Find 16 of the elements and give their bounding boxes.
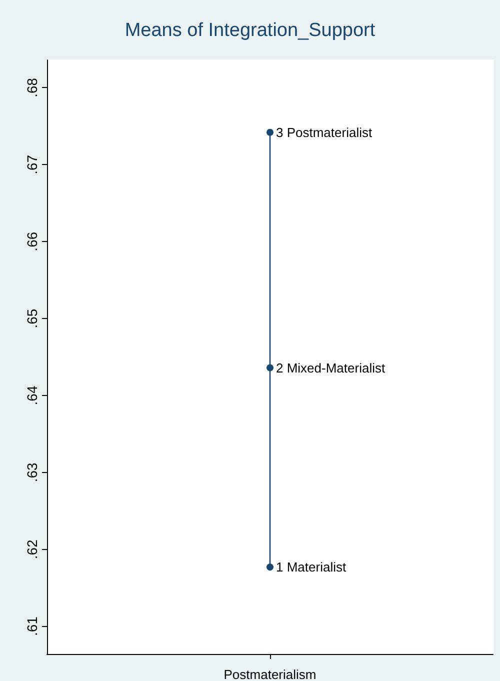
y-tick-label: .62: [24, 539, 40, 560]
y-tick-label: .64: [24, 386, 40, 406]
annotation: 1 Materialist: [276, 560, 346, 575]
point: [266, 364, 274, 372]
x-tick-label: Postmaterialism: [224, 667, 316, 681]
y-tick-label: .61: [24, 616, 40, 636]
y-tick-label: .67: [24, 154, 40, 174]
point: [266, 564, 274, 571]
y-tick-label: .63: [24, 462, 40, 482]
annotation: 3 Postmaterialist: [276, 124, 372, 140]
y-tick-label: .68: [24, 78, 40, 98]
annotation: 2 Mixed-Materialist: [276, 360, 386, 376]
y-tick-label: .66: [24, 232, 40, 252]
y-tick-label: .65: [24, 308, 40, 328]
point: [266, 128, 274, 136]
chart-title: Means of Integration_Support: [124, 20, 376, 41]
